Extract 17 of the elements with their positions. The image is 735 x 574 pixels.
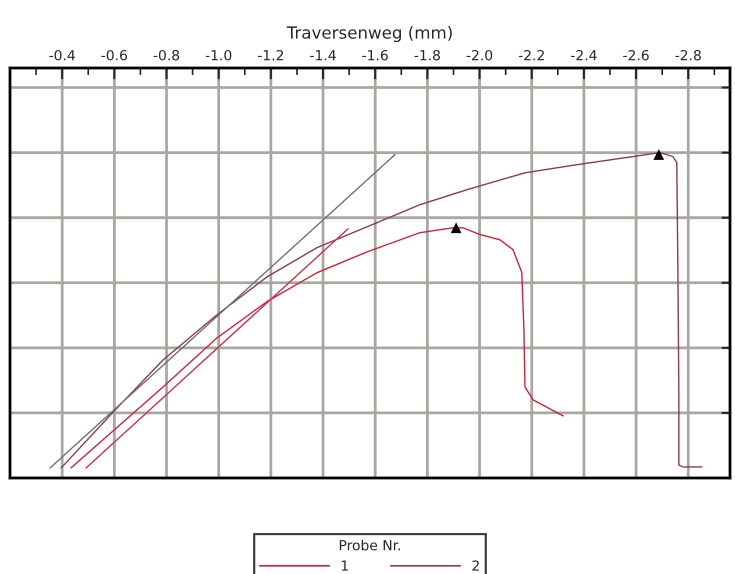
x-tick-label: -2.6 — [623, 50, 649, 60]
x-axis-title: Traversenweg (mm) — [286, 26, 452, 42]
x-tick-label: -1.6 — [362, 50, 388, 60]
legend-label: 2 — [472, 560, 479, 571]
x-tick-label: -1.2 — [258, 50, 284, 60]
x-tick-label: -1.8 — [414, 50, 440, 60]
x-tick-label: -2.4 — [571, 50, 597, 60]
x-tick-label: -0.8 — [154, 50, 180, 60]
x-tick-label: -2.0 — [466, 50, 492, 60]
legend-label: 1 — [342, 560, 348, 571]
x-tick-label: -0.6 — [101, 50, 128, 60]
x-tick-label: -1.4 — [310, 50, 336, 60]
x-tick-label: -2.2 — [518, 50, 544, 60]
legend-title: Probe Nr. — [340, 540, 400, 550]
x-tick-label: -1.0 — [206, 50, 232, 60]
x-tick-label: -0.4 — [49, 50, 75, 60]
x-tick-label: -2.8 — [675, 50, 701, 60]
